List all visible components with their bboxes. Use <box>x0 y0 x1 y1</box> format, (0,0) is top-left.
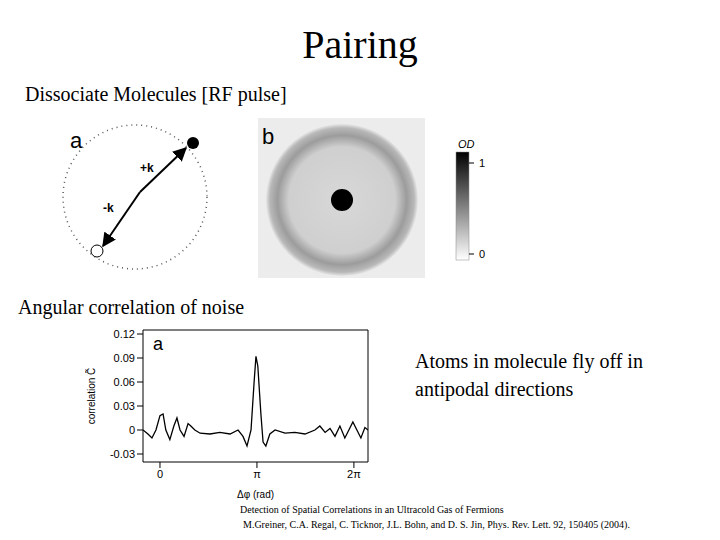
svg-text:1: 1 <box>479 157 485 169</box>
svg-text:M.Greiner, C.A. Regal, C. Tick: M.Greiner, C.A. Regal, C. Ticknor, J.L. … <box>243 519 630 531</box>
svg-text:0: 0 <box>157 468 163 480</box>
svg-text:0: 0 <box>479 248 485 260</box>
svg-text:antipodal directions: antipodal directions <box>415 378 574 401</box>
svg-text:0.09: 0.09 <box>114 352 135 364</box>
svg-text:Dissociate Molecules [RF pulse: Dissociate Molecules [RF pulse] <box>25 83 287 106</box>
svg-text:Detection of Spatial Correlat: Detection of Spatial Correlations in an … <box>240 504 504 515</box>
html-text:a: a <box>153 334 163 354</box>
svg-text:Δφ (rad): Δφ (rad) <box>237 489 274 500</box>
svg-text:-k: -k <box>103 201 114 215</box>
svg-text:Angular correlation of noise: Angular correlation of noise <box>18 296 244 319</box>
svg-text:Atoms in molecule fly off in: Atoms in molecule fly off in <box>415 350 643 373</box>
svg-text:b: b <box>262 124 274 149</box>
svg-text:+k: +k <box>140 161 154 175</box>
svg-text:π: π <box>253 468 261 480</box>
svg-text:correlation C̃: correlation C̃ <box>85 368 97 425</box>
svg-text:0: 0 <box>129 424 135 436</box>
svg-text:0.12: 0.12 <box>114 328 135 340</box>
svg-text:a: a <box>70 128 83 153</box>
svg-text:0.06: 0.06 <box>114 376 135 388</box>
svg-text:0.03: 0.03 <box>114 400 135 412</box>
svg-text:2π: 2π <box>347 468 361 480</box>
svg-text:-0.03: -0.03 <box>110 448 135 460</box>
svg-text:OD: OD <box>458 138 475 150</box>
svg-text:Pairing: Pairing <box>302 22 418 67</box>
